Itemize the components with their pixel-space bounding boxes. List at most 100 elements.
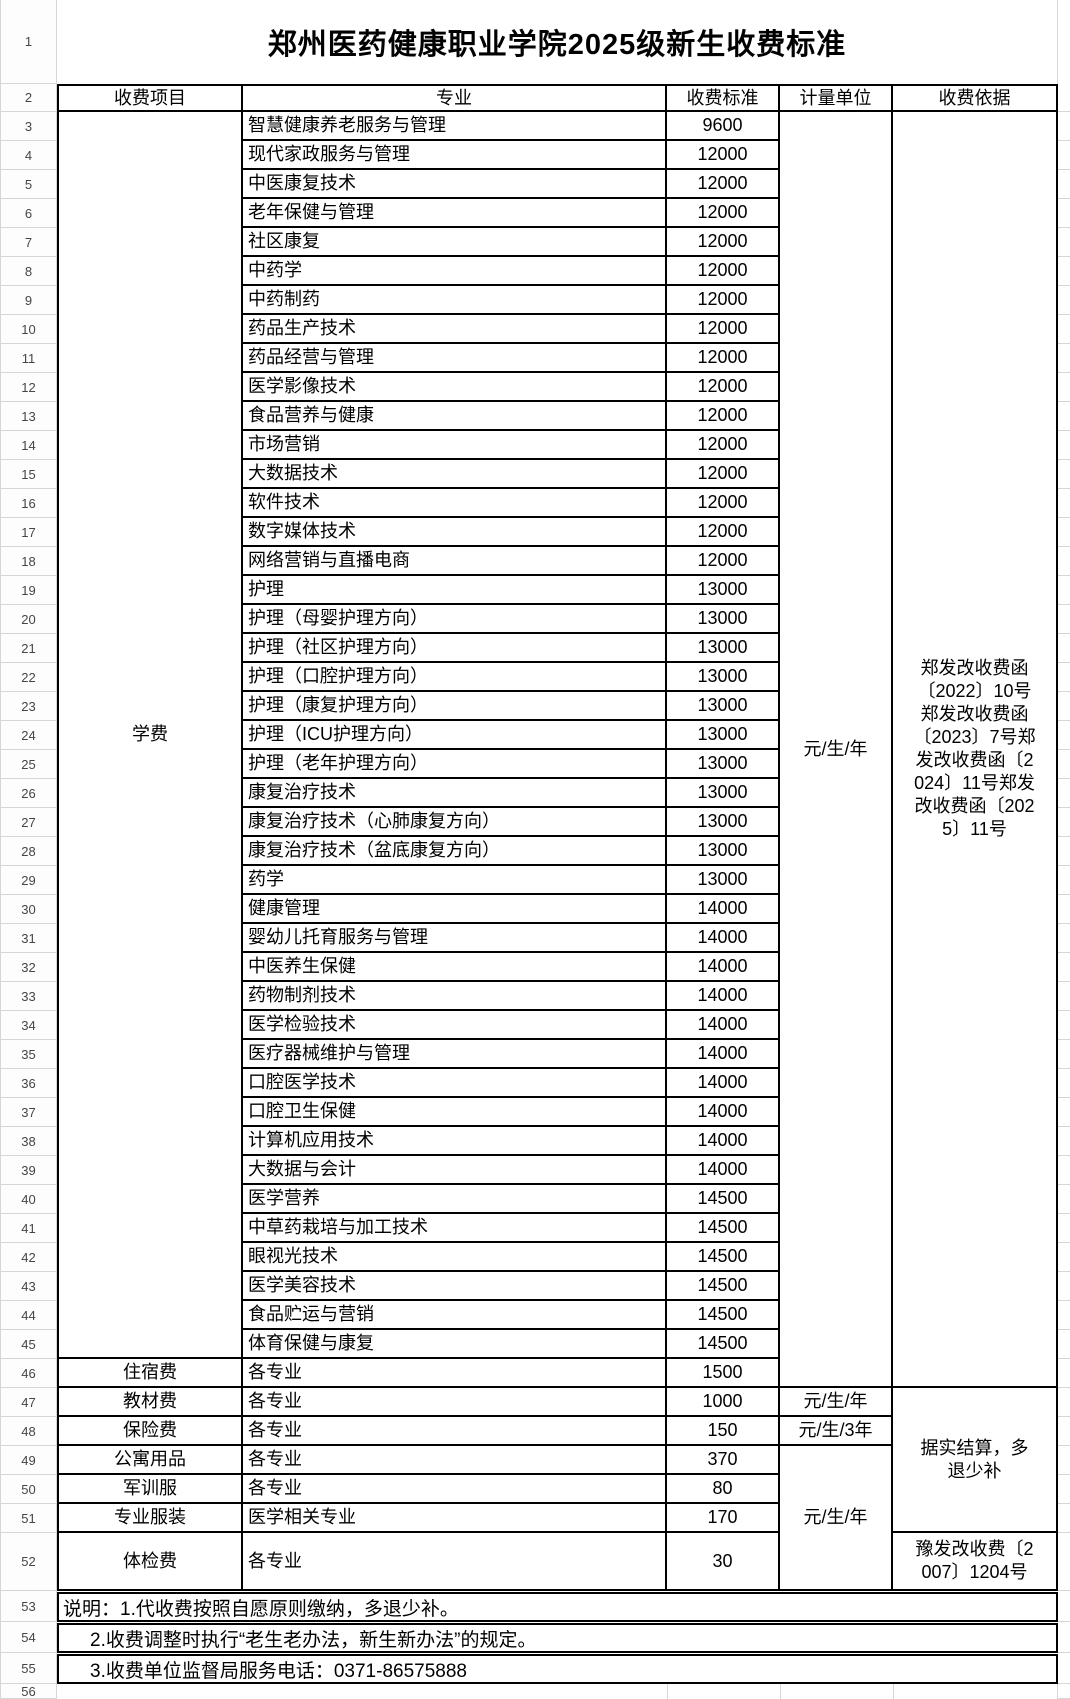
major-cell[interactable]: 医学营养 <box>243 1185 667 1214</box>
fee-cell[interactable]: 13000 <box>667 663 780 692</box>
major-cell[interactable]: 中草药栽培与加工技术 <box>243 1214 667 1243</box>
major-cell[interactable]: 各专业 <box>243 1388 667 1417</box>
gutter-row-number[interactable]: 47 <box>1 1388 56 1417</box>
gutter-row-number[interactable]: 14 <box>1 431 56 460</box>
major-cell[interactable]: 眼视光技术 <box>243 1243 667 1272</box>
gutter-row-number[interactable]: 42 <box>1 1243 56 1272</box>
major-cell[interactable]: 数字媒体技术 <box>243 518 667 547</box>
fee-cell[interactable]: 12000 <box>667 141 780 170</box>
item-cell[interactable]: 教材费 <box>59 1388 243 1417</box>
gutter-row-number[interactable]: 55 <box>1 1653 56 1684</box>
major-cell[interactable]: 药品生产技术 <box>243 315 667 344</box>
fee-cell[interactable]: 14000 <box>667 895 780 924</box>
major-cell[interactable]: 社区康复 <box>243 228 667 257</box>
gutter-row-number[interactable]: 38 <box>1 1127 56 1156</box>
major-cell[interactable]: 软件技术 <box>243 489 667 518</box>
fee-cell[interactable]: 13000 <box>667 750 780 779</box>
gutter-row-number[interactable]: 41 <box>1 1214 56 1243</box>
fee-cell[interactable]: 14000 <box>667 1069 780 1098</box>
gutter-row-number[interactable]: 21 <box>1 634 56 663</box>
major-cell[interactable]: 市场营销 <box>243 431 667 460</box>
fee-cell[interactable]: 1500 <box>667 1359 780 1388</box>
major-cell[interactable]: 各专业 <box>243 1475 667 1504</box>
gutter-row-number[interactable]: 1 <box>1 0 56 84</box>
major-cell[interactable]: 药学 <box>243 866 667 895</box>
major-cell[interactable]: 各专业 <box>243 1446 667 1475</box>
major-cell[interactable]: 网络营销与直播电商 <box>243 547 667 576</box>
gutter-row-number[interactable]: 48 <box>1 1417 56 1446</box>
fee-cell[interactable]: 14000 <box>667 1127 780 1156</box>
major-cell[interactable]: 各专业 <box>243 1417 667 1446</box>
fee-cell[interactable]: 14000 <box>667 982 780 1011</box>
major-cell[interactable]: 体育保健与康复 <box>243 1330 667 1359</box>
gutter-row-number[interactable]: 53 <box>1 1591 56 1622</box>
basis-cell[interactable]: 郑发改收费函 〔2022〕10号 郑发改收费函 〔2023〕7号郑 发改收费函〔… <box>893 112 1058 1388</box>
fee-cell[interactable]: 12000 <box>667 518 780 547</box>
major-cell[interactable]: 各专业 <box>243 1359 667 1388</box>
fee-cell[interactable]: 14500 <box>667 1330 780 1359</box>
fee-cell[interactable]: 12000 <box>667 373 780 402</box>
header-item[interactable]: 收费项目 <box>59 86 243 112</box>
major-cell[interactable]: 护理（康复护理方向） <box>243 692 667 721</box>
fee-cell[interactable]: 9600 <box>667 112 780 141</box>
note-row[interactable]: 3.收费单位监督局服务电话：0371-86575888 <box>57 1654 1058 1684</box>
fee-cell[interactable]: 13000 <box>667 866 780 895</box>
unit-cell[interactable]: 元/生/3年 <box>780 1417 893 1446</box>
major-cell[interactable]: 大数据与会计 <box>243 1156 667 1185</box>
gutter-row-number[interactable]: 49 <box>1 1446 56 1475</box>
gutter-row-number[interactable]: 29 <box>1 866 56 895</box>
fee-cell[interactable]: 14500 <box>667 1301 780 1330</box>
major-cell[interactable]: 康复治疗技术（盆底康复方向） <box>243 837 667 866</box>
item-cell[interactable]: 保险费 <box>59 1417 243 1446</box>
header-fee[interactable]: 收费标准 <box>667 86 780 112</box>
fee-cell[interactable]: 12000 <box>667 286 780 315</box>
fee-cell[interactable]: 150 <box>667 1417 780 1446</box>
major-cell[interactable]: 护理 <box>243 576 667 605</box>
gutter-row-number[interactable]: 25 <box>1 750 56 779</box>
major-cell[interactable]: 康复治疗技术 <box>243 779 667 808</box>
gutter-row-number[interactable]: 33 <box>1 982 56 1011</box>
fee-cell[interactable]: 170 <box>667 1504 780 1533</box>
major-cell[interactable]: 护理（母婴护理方向） <box>243 605 667 634</box>
major-cell[interactable]: 康复治疗技术（心肺康复方向） <box>243 808 667 837</box>
gutter-row-number[interactable]: 18 <box>1 547 56 576</box>
gutter-row-number[interactable]: 36 <box>1 1069 56 1098</box>
gutter-row-number[interactable]: 28 <box>1 837 56 866</box>
major-cell[interactable]: 老年保健与管理 <box>243 199 667 228</box>
major-cell[interactable]: 各专业 <box>243 1533 667 1591</box>
note-row[interactable]: 2.收费调整时执行“老生老办法，新生新办法”的规定。 <box>57 1623 1058 1653</box>
major-cell[interactable]: 医疗器械维护与管理 <box>243 1040 667 1069</box>
major-cell[interactable]: 计算机应用技术 <box>243 1127 667 1156</box>
major-cell[interactable]: 医学相关专业 <box>243 1504 667 1533</box>
major-cell[interactable]: 口腔卫生保健 <box>243 1098 667 1127</box>
major-cell[interactable]: 口腔医学技术 <box>243 1069 667 1098</box>
note-row[interactable]: 说明：1.代收费按照自愿原则缴纳，多退少补。 <box>57 1592 1058 1622</box>
gutter-row-number[interactable]: 34 <box>1 1011 56 1040</box>
fee-cell[interactable]: 13000 <box>667 808 780 837</box>
fee-cell[interactable]: 12000 <box>667 489 780 518</box>
fee-cell[interactable]: 14000 <box>667 1011 780 1040</box>
gutter-row-number[interactable]: 40 <box>1 1185 56 1214</box>
gutter-row-number[interactable]: 39 <box>1 1156 56 1185</box>
gutter-row-number[interactable]: 22 <box>1 663 56 692</box>
gutter-row-number[interactable]: 44 <box>1 1301 56 1330</box>
gutter-row-number[interactable]: 24 <box>1 721 56 750</box>
gutter-row-number[interactable]: 19 <box>1 576 56 605</box>
major-cell[interactable]: 医学检验技术 <box>243 1011 667 1040</box>
gutter-row-number[interactable]: 6 <box>1 199 56 228</box>
major-cell[interactable]: 护理（ICU护理方向） <box>243 721 667 750</box>
header-major[interactable]: 专业 <box>243 86 667 112</box>
gutter-row-number[interactable]: 26 <box>1 779 56 808</box>
major-cell[interactable]: 中医养生保健 <box>243 953 667 982</box>
gutter-row-number[interactable]: 52 <box>1 1533 56 1591</box>
major-cell[interactable]: 医学影像技术 <box>243 373 667 402</box>
gutter-row-number[interactable]: 11 <box>1 344 56 373</box>
fee-cell[interactable]: 13000 <box>667 605 780 634</box>
header-unit[interactable]: 计量单位 <box>780 86 893 112</box>
item-cell[interactable]: 公寓用品 <box>59 1446 243 1475</box>
gutter-row-number[interactable]: 37 <box>1 1098 56 1127</box>
fee-cell[interactable]: 80 <box>667 1475 780 1504</box>
gutter-row-number[interactable]: 10 <box>1 315 56 344</box>
fee-cell[interactable]: 14000 <box>667 1156 780 1185</box>
gutter-row-number[interactable]: 54 <box>1 1622 56 1653</box>
